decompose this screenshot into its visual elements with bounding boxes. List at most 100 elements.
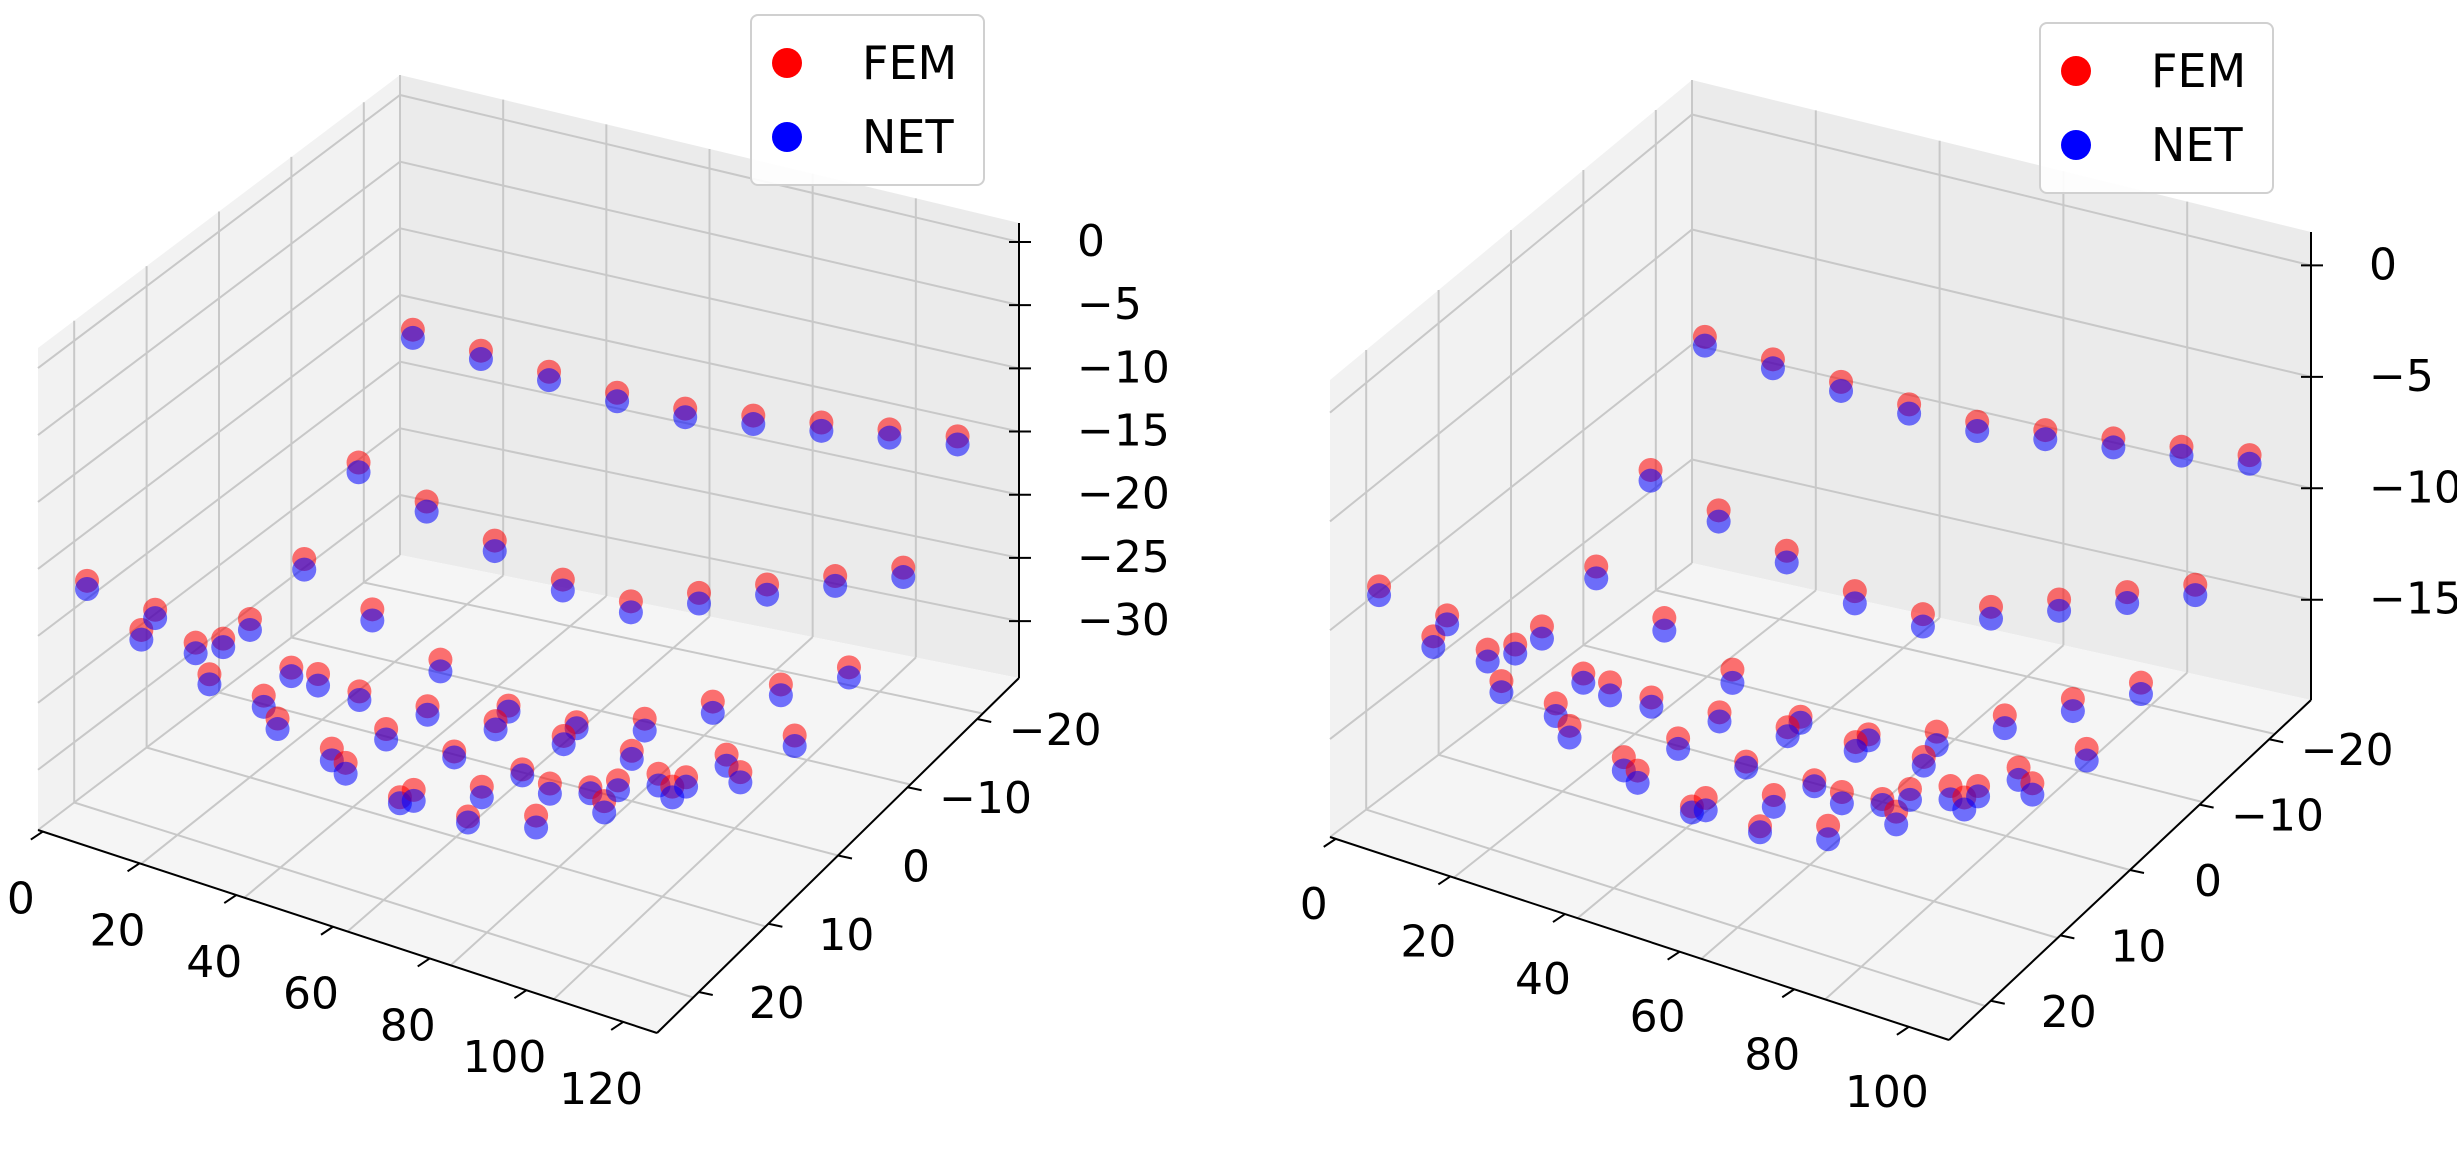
z-tick-label: −5	[2369, 351, 2434, 402]
x-tick-label: 60	[1630, 992, 1686, 1043]
net-point	[1503, 641, 1528, 666]
net-point	[1897, 401, 1922, 426]
net-point	[1802, 774, 1827, 799]
net-point	[619, 746, 644, 771]
legend-marker-fem	[2061, 56, 2091, 86]
net-point	[2128, 682, 2153, 707]
net-point	[782, 733, 807, 758]
net-point	[1910, 614, 1935, 639]
x-axis-line	[37, 829, 658, 1034]
y-tick-label: 20	[2041, 987, 2097, 1038]
net-point	[510, 763, 535, 788]
net-point	[1638, 468, 1663, 493]
net-point	[1666, 736, 1691, 761]
legend-marker-fem	[772, 48, 802, 78]
net-point	[415, 702, 440, 727]
net-point	[1706, 509, 1731, 534]
net-point	[1829, 378, 1854, 403]
x-tick-label: 20	[1400, 916, 1456, 967]
net-point	[1720, 670, 1745, 695]
left-3d-scatter-chart: 02040608010012020100−10−200−5−10−15−20−2…	[7, 75, 1170, 1115]
net-point	[2047, 598, 2072, 623]
x-tick-mark	[126, 862, 141, 873]
legend-label-net: NET	[862, 110, 954, 164]
y-tick-mark	[2199, 803, 2214, 809]
net-point	[292, 557, 317, 582]
wall-grid-line-z	[37, 160, 1020, 436]
net-point	[1367, 583, 1392, 608]
legend-label-fem: FEM	[862, 36, 958, 90]
net-point	[1475, 649, 1500, 674]
net-point	[1816, 827, 1841, 852]
x-tick-mark	[1437, 875, 1451, 886]
y-tick-label: −20	[2301, 725, 2394, 776]
right-3d-scatter-panel: 0 20 40 60 80 100 20 10 0 −10 −20 0 −5 −10 −15 FEM NET	[1229, 0, 2457, 1170]
y-tick-label: 20	[749, 978, 805, 1029]
x-tick-mark	[1781, 988, 1795, 999]
x-tick-label: 120	[559, 1064, 643, 1115]
net-point	[482, 539, 507, 564]
z-tick-label: −20	[1077, 469, 1170, 520]
x-tick-label: 20	[90, 905, 146, 956]
net-point	[197, 672, 222, 697]
x-tick-label: 80	[380, 1000, 436, 1051]
net-point	[1639, 694, 1664, 719]
net-point	[674, 774, 699, 799]
net-point	[945, 432, 970, 457]
net-point	[1760, 356, 1785, 381]
floor-grid-line-y	[1438, 753, 2058, 939]
net-point	[700, 700, 725, 725]
net-point	[2169, 443, 2194, 468]
x-tick-mark	[1896, 1026, 1910, 1036]
x-tick-label: 100	[462, 1032, 546, 1083]
legend-entry-net: NET	[772, 100, 957, 174]
legend-entry-fem: FEM	[2061, 34, 2246, 108]
net-point	[768, 683, 793, 708]
net-point	[2237, 451, 2262, 476]
y-tick-label: 10	[2110, 921, 2166, 972]
net-point	[374, 727, 399, 752]
net-point	[2074, 748, 2099, 773]
net-point	[483, 717, 508, 742]
net-point	[1557, 725, 1582, 750]
net-point	[468, 347, 493, 372]
net-point	[400, 325, 425, 350]
net-point	[346, 460, 371, 485]
net-point	[306, 673, 331, 698]
net-point	[265, 717, 290, 742]
z-tick-label: 0	[1077, 216, 1105, 267]
net-point	[537, 781, 562, 806]
x-tick-mark	[320, 925, 334, 936]
net-point	[401, 788, 426, 813]
y-tick-mark	[698, 991, 713, 997]
net-point	[1774, 550, 1799, 575]
net-point	[687, 591, 711, 616]
x-tick-mark	[223, 894, 237, 904]
net-point	[1734, 755, 1759, 780]
net-point	[211, 635, 236, 660]
net-point	[632, 718, 657, 743]
x-tick-label: 40	[186, 937, 242, 988]
right-legend: FEM NET	[2039, 22, 2275, 194]
z-tick-label: 0	[2369, 239, 2397, 290]
z-tick-label: −15	[2369, 574, 2457, 625]
x-tick-mark	[1323, 838, 1337, 848]
net-point	[1775, 724, 1800, 749]
net-point	[1965, 419, 1990, 444]
x-tick-mark	[1667, 950, 1681, 961]
z-tick-label: −10	[1077, 342, 1170, 393]
x-axis-line	[1329, 836, 1950, 1041]
x-tick-mark	[30, 830, 44, 841]
net-point	[129, 627, 154, 652]
net-point	[551, 732, 576, 757]
net-point	[347, 688, 372, 713]
net-point	[550, 578, 575, 603]
x-tick-label: 40	[1515, 954, 1571, 1005]
z-tick-label: −10	[2369, 462, 2457, 513]
wall-grid-line-z	[37, 93, 1020, 369]
wall-grid-line-z	[1329, 228, 2312, 523]
x-tick-mark	[1552, 913, 1566, 923]
y-tick-mark	[2269, 738, 2284, 744]
net-point	[1843, 738, 1868, 763]
legend-label-fem: FEM	[2151, 44, 2247, 98]
